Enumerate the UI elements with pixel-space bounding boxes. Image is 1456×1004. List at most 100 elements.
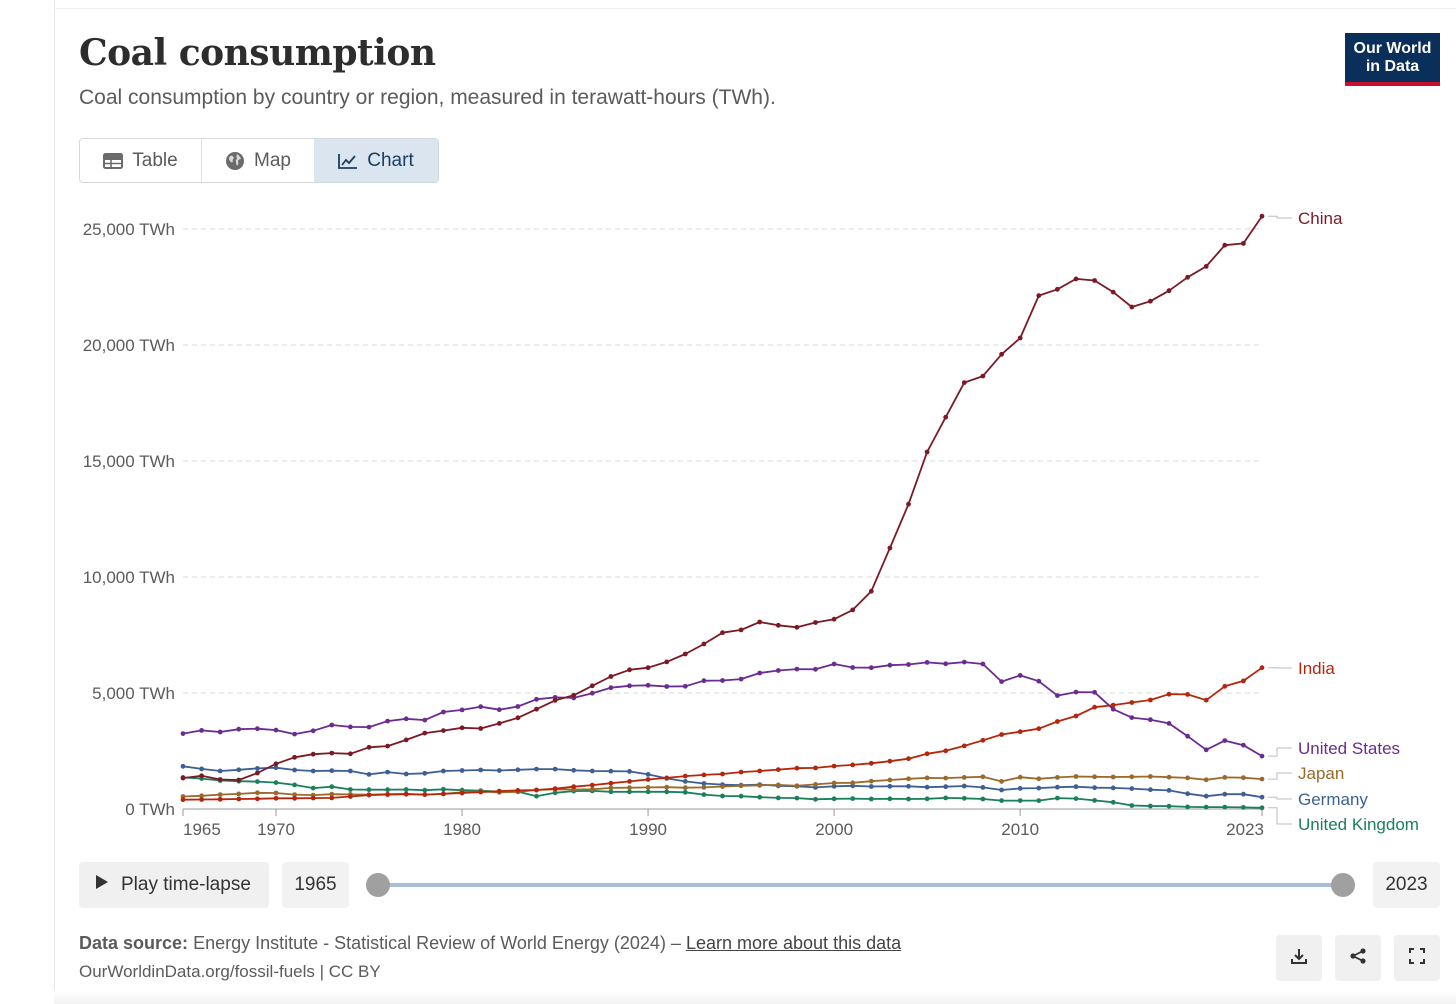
url-license[interactable]: OurWorldinData.org/fossil-fuels | CC BY (79, 962, 381, 981)
data-point-china[interactable] (1017, 335, 1023, 341)
data-point-japan[interactable] (329, 791, 335, 797)
data-point-united-kingdom[interactable] (1017, 798, 1023, 803)
data-point-india[interactable] (571, 784, 577, 790)
data-point-germany[interactable] (571, 767, 577, 773)
data-point-united-kingdom[interactable] (1129, 803, 1135, 808)
data-point-china[interactable] (813, 620, 818, 625)
data-point-china[interactable] (1241, 241, 1246, 246)
data-point-germany[interactable] (199, 766, 205, 772)
data-point-united-kingdom[interactable] (850, 796, 856, 801)
data-point-germany[interactable] (906, 783, 911, 789)
data-point-india[interactable] (682, 773, 688, 779)
data-point-united-kingdom[interactable] (441, 786, 446, 792)
data-point-china[interactable] (738, 627, 744, 633)
data-point-germany[interactable] (1166, 788, 1172, 793)
data-point-united-kingdom[interactable] (403, 787, 409, 792)
data-point-china[interactable] (292, 754, 297, 760)
series-label-united-kingdom[interactable]: United Kingdom (1298, 815, 1419, 834)
data-point-india[interactable] (1055, 719, 1060, 724)
data-point-germany[interactable] (348, 768, 353, 774)
data-point-china[interactable] (1222, 242, 1228, 248)
data-point-china[interactable] (1129, 304, 1135, 310)
data-point-india[interactable] (1185, 692, 1190, 697)
data-point-china[interactable] (961, 380, 967, 385)
data-point-united-kingdom[interactable] (1148, 803, 1153, 809)
data-point-united-kingdom[interactable] (682, 789, 688, 795)
data-point-united-states[interactable] (627, 683, 632, 689)
data-point-united-kingdom[interactable] (794, 795, 800, 801)
share-button[interactable] (1335, 935, 1381, 981)
data-point-india[interactable] (868, 760, 874, 766)
data-point-united-states[interactable] (1073, 689, 1079, 695)
data-point-china[interactable] (273, 761, 279, 767)
data-point-india[interactable] (794, 765, 800, 771)
data-point-india[interactable] (1203, 697, 1209, 703)
data-point-united-kingdom[interactable] (292, 782, 297, 788)
data-point-germany[interactable] (1203, 793, 1209, 799)
data-point-united-kingdom[interactable] (813, 796, 818, 802)
data-point-china[interactable] (1036, 293, 1042, 298)
data-point-japan[interactable] (589, 786, 595, 792)
data-point-japan[interactable] (1017, 774, 1023, 780)
data-point-india[interactable] (943, 748, 949, 754)
data-point-japan[interactable] (292, 792, 297, 797)
data-point-united-kingdom[interactable] (1073, 796, 1079, 801)
data-point-india[interactable] (1148, 697, 1153, 703)
data-point-united-states[interactable] (813, 666, 818, 672)
data-point-germany[interactable] (1259, 794, 1265, 800)
data-point-india[interactable] (217, 796, 223, 802)
data-point-germany[interactable] (236, 767, 242, 773)
data-point-united-kingdom[interactable] (1036, 798, 1042, 803)
data-point-japan[interactable] (1092, 774, 1097, 780)
data-point-china[interactable] (255, 770, 260, 776)
data-point-japan[interactable] (627, 785, 632, 791)
data-point-germany[interactable] (273, 765, 279, 771)
data-point-united-kingdom[interactable] (552, 790, 558, 796)
data-point-united-states[interactable] (906, 662, 911, 667)
data-point-united-states[interactable] (794, 666, 800, 672)
data-point-china[interactable] (422, 730, 428, 736)
data-point-united-kingdom[interactable] (1055, 795, 1060, 801)
data-point-germany[interactable] (1017, 786, 1023, 791)
data-point-china[interactable] (1185, 274, 1190, 280)
series-line-germany[interactable] (182, 765, 1263, 799)
series-label-japan[interactable]: Japan (1298, 764, 1344, 783)
series-label-germany[interactable]: Germany (1298, 790, 1368, 809)
data-point-india[interactable] (199, 797, 205, 802)
data-point-germany[interactable] (180, 763, 186, 769)
data-point-india[interactable] (441, 791, 446, 797)
data-point-india[interactable] (757, 768, 763, 774)
data-point-united-kingdom[interactable] (1110, 799, 1116, 805)
data-point-china[interactable] (552, 698, 558, 703)
data-point-japan[interactable] (273, 790, 279, 796)
timeline-start-handle[interactable] (366, 873, 390, 897)
data-point-united-states[interactable] (236, 726, 242, 732)
data-point-india[interactable] (1129, 700, 1135, 705)
data-point-india[interactable] (180, 797, 186, 803)
data-point-japan[interactable] (850, 780, 856, 786)
data-point-japan[interactable] (682, 785, 688, 791)
data-point-japan[interactable] (757, 782, 763, 788)
data-point-china[interactable] (701, 641, 707, 647)
data-point-china[interactable] (571, 692, 577, 698)
data-point-germany[interactable] (1185, 791, 1190, 797)
data-point-united-states[interactable] (1129, 715, 1135, 720)
series-line-united-states[interactable] (182, 661, 1263, 757)
data-point-india[interactable] (310, 795, 316, 801)
data-point-india[interactable] (608, 780, 614, 786)
data-point-united-kingdom[interactable] (329, 784, 335, 790)
data-point-united-kingdom[interactable] (385, 787, 390, 793)
data-point-india[interactable] (273, 795, 279, 801)
data-point-india[interactable] (1017, 729, 1023, 735)
data-point-united-states[interactable] (589, 690, 595, 696)
data-point-india[interactable] (999, 732, 1004, 737)
data-point-united-states[interactable] (422, 717, 428, 723)
data-point-germany[interactable] (292, 767, 297, 773)
data-point-china[interactable] (868, 588, 874, 594)
data-point-china[interactable] (682, 651, 688, 657)
fullscreen-button[interactable] (1394, 935, 1440, 981)
data-point-china[interactable] (199, 773, 205, 779)
data-point-japan[interactable] (1259, 776, 1265, 782)
data-point-united-states[interactable] (961, 659, 967, 665)
data-point-india[interactable] (813, 765, 818, 771)
